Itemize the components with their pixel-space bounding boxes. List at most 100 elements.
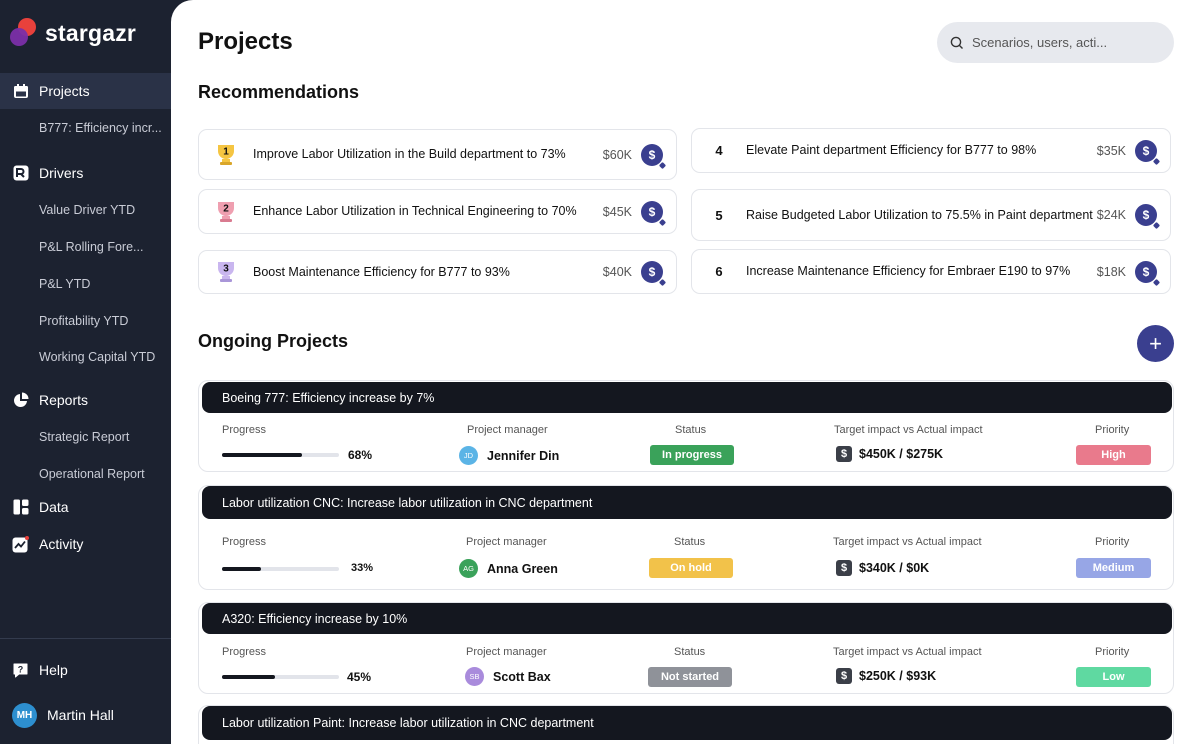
recommendation-rank: 5 [715,207,723,223]
priority-badge: Low [1076,667,1151,687]
add-project-button[interactable]: + [1137,325,1174,362]
recommendation-amount: $24K [1096,208,1126,222]
progress-fill [222,453,302,457]
sidebar-item-label: Reports [39,392,89,408]
sidebar-subitem-strategic[interactable]: Strategic Report [39,430,130,444]
project-manager[interactable]: JD Jennifer Din [459,446,559,465]
sidebar-item-reports[interactable]: Reports [0,382,171,418]
search-input[interactable] [972,35,1152,50]
recommendation-text: Elevate Paint department Efficiency for … [746,143,1037,157]
user-profile[interactable]: MH Martin Hall [0,697,171,733]
impact-text: $250K / $93K [859,669,937,683]
progress-value: 33% [351,562,374,574]
progress-fill [222,567,261,571]
sidebar-subitem-pl-rolling[interactable]: P&L Rolling Fore... [39,240,144,254]
sidebar-subitem-pl-ytd[interactable]: P&L YTD [39,277,91,291]
progress-value: 45% [347,670,372,684]
sidebar-item-help[interactable]: ? Help [0,652,171,688]
status-badge: In progress [650,445,734,465]
drivers-icon [12,165,29,182]
search-icon [950,36,963,49]
manager-label: Project manager [466,536,547,548]
dollar-icon[interactable]: $ [641,261,663,283]
recommendation-card[interactable]: 4 Elevate Paint department Efficiency fo… [691,128,1171,173]
sidebar-subitem-operational[interactable]: Operational Report [39,467,145,481]
app-logo[interactable]: stargazr [10,18,136,48]
project-title[interactable]: Boeing 777: Efficiency increase by 7% [202,382,1172,413]
recommendation-amount: $45K [602,204,632,219]
manager-label: Project manager [467,424,548,436]
manager-name: Anna Green [487,561,558,576]
sidebar-item-label: Activity [39,536,84,552]
activity-chart-icon [12,535,29,553]
progress-label: Progress [222,536,267,548]
dollar-icon[interactable]: $ [641,143,663,166]
dollar-icon[interactable]: $ [1135,139,1157,162]
dollar-icon: $ [836,560,852,576]
search-bar[interactable] [937,22,1174,63]
app-name: stargazr [45,19,137,46]
progress-label: Progress [222,646,267,658]
recommendation-text: Raise Budgeted Labor Utilization to 75.5… [746,207,1093,222]
progress-bar [222,675,339,679]
project-title[interactable]: A320: Efficiency increase by 10% [202,603,1172,634]
project-manager[interactable]: AG Anna Green [459,559,558,578]
recommendation-text: Boost Maintenance Efficiency for B777 to… [253,264,510,279]
dollar-icon[interactable]: $ [641,200,663,223]
recommendation-card[interactable]: 2 Enhance Labor Utilization in Technical… [198,189,677,234]
priority-label: Priority [1095,646,1130,658]
recommendation-amount: $18K [1096,264,1126,279]
manager-avatar: AG [459,559,478,578]
impact-value: $ $340K / $0K [836,560,929,576]
grid-icon [12,499,29,516]
project-title[interactable]: Labor utilization CNC: Increase labor ut… [202,486,1172,519]
dollar-icon[interactable]: $ [1135,204,1157,226]
recommendation-text: Enhance Labor Utilization in Technical E… [253,204,577,218]
project-card[interactable]: Labor utilization CNC: Increase labor ut… [198,485,1174,590]
status-badge: Not started [648,667,732,687]
recommendation-card[interactable]: 5 Raise Budgeted Labor Utilization to 75… [691,189,1171,241]
project-card[interactable]: Boeing 777: Efficiency increase by 7% Pr… [198,380,1174,472]
svg-text:2: 2 [223,203,229,214]
sidebar: stargazr Projects B777: Efficiency incr.… [0,0,171,744]
impact-label: Target impact vs Actual impact [833,646,982,658]
priority-label: Priority [1095,424,1130,436]
impact-label: Target impact vs Actual impact [834,424,983,436]
project-card[interactable]: A320: Efficiency increase by 10% Progres… [198,602,1174,694]
recommendation-rank: 4 [715,143,723,158]
recommendation-card[interactable]: 1 Improve Labor Utilization in the Build… [198,129,677,180]
impact-value: $ $250K / $93K [836,668,936,684]
sidebar-item-projects[interactable]: Projects [0,73,171,109]
recommendations-title: Recommendations [198,82,360,102]
recommendation-amount: $35K [1096,143,1126,158]
status-label: Status [675,424,707,436]
recommendation-card[interactable]: 6 Increase Maintenance Efficiency for Em… [691,249,1171,294]
project-title[interactable]: Labor utilization Paint: Increase labor … [202,706,1172,740]
impact-label: Target impact vs Actual impact [833,536,982,548]
sidebar-subitem-value-driver[interactable]: Value Driver YTD [39,203,136,217]
sidebar-item-label: Projects [39,83,90,99]
sidebar-item-data[interactable]: Data [0,489,171,525]
status-label: Status [674,536,706,548]
sidebar-subitem-profitability[interactable]: Profitability YTD [39,314,129,328]
priority-label: Priority [1095,536,1130,548]
sidebar-item-activity[interactable]: Activity [0,526,171,562]
recommendation-card[interactable]: 3 Boost Maintenance Efficiency for B777 … [198,250,677,294]
sidebar-item-drivers[interactable]: Drivers [0,155,171,191]
dollar-icon[interactable]: $ [1135,260,1157,283]
gold-trophy-icon: 1 [213,142,239,168]
progress-value: 68% [348,448,373,462]
manager-label: Project manager [466,646,547,658]
sidebar-subitem-b777[interactable]: B777: Efficiency incr... [39,121,162,135]
recommendation-amount: $40K [602,265,632,279]
recommendation-amount: $60K [602,147,632,162]
manager-name: Jennifer Din [487,448,560,463]
sidebar-item-label: Data [39,499,69,515]
sidebar-subitem-working-capital[interactable]: Working Capital YTD [39,350,156,364]
user-avatar: MH [12,702,37,728]
status-label: Status [674,646,706,658]
recommendation-text: Increase Maintenance Efficiency for Embr… [746,264,1071,278]
project-manager[interactable]: SB Scott Bax [465,667,551,686]
dollar-icon: $ [836,668,852,684]
project-card[interactable]: Labor utilization Paint: Increase labor … [198,705,1174,744]
